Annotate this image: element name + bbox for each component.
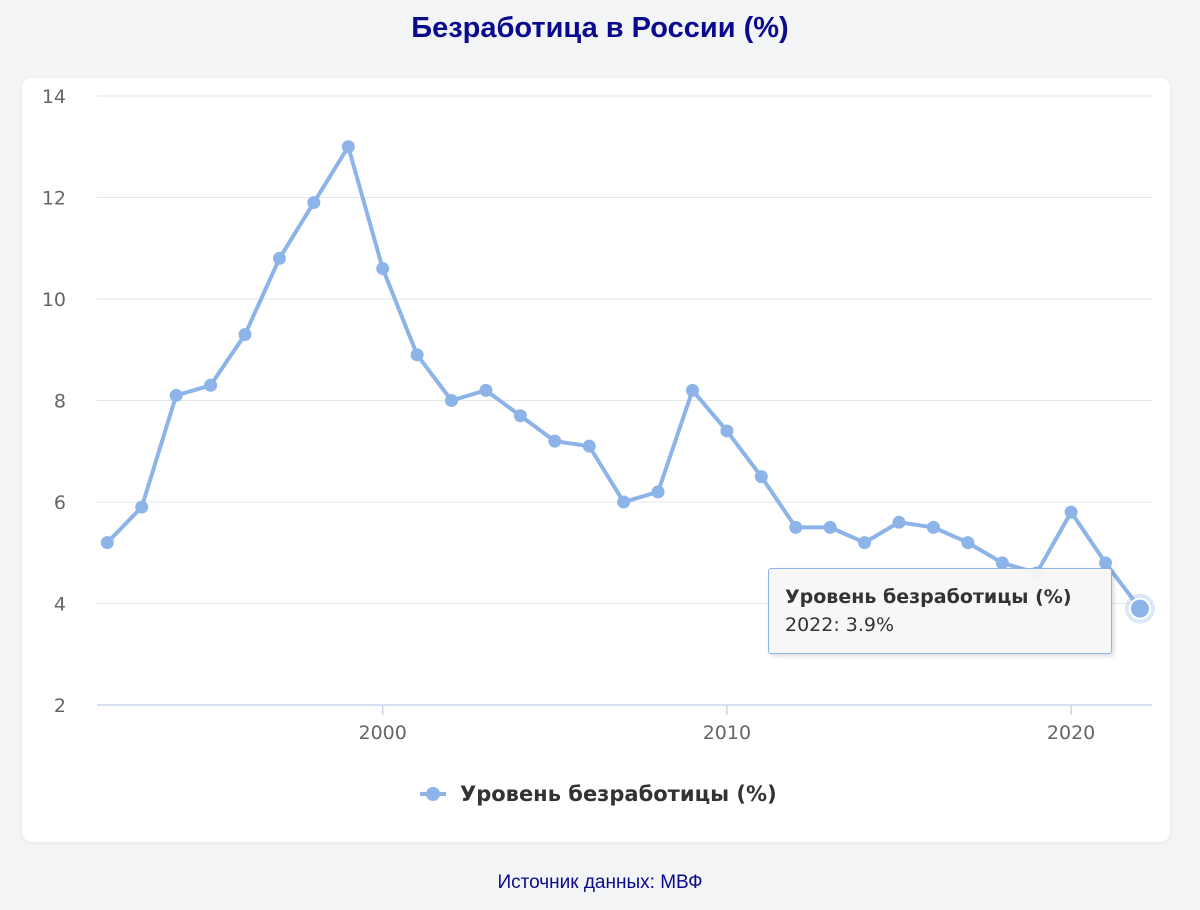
page-title: Безработица в России (%): [411, 12, 789, 44]
data-tooltip: Уровень безработицы (%) 2022: 3.9%: [768, 568, 1112, 654]
source-label: Источник данных:: [497, 872, 655, 893]
y-tick-label: 10: [42, 289, 66, 311]
x-tick-label: 2010: [703, 722, 751, 744]
data-point[interactable]: [513, 409, 527, 423]
y-tick-label: 12: [42, 188, 66, 210]
data-point[interactable]: [720, 424, 734, 438]
source-link[interactable]: МВФ: [660, 872, 703, 893]
data-point[interactable]: [376, 262, 390, 276]
grid-lines: [97, 95, 1152, 604]
data-point[interactable]: [892, 515, 906, 529]
source-line: Источник данных: МВФ: [0, 872, 1200, 894]
data-point[interactable]: [1099, 556, 1113, 570]
data-point[interactable]: [582, 439, 596, 453]
legend[interactable]: Уровень безработицы (%): [420, 782, 777, 806]
x-tick-label: 2020: [1047, 722, 1095, 744]
chart-card: 2 4 6 8 10 12 14 2000 2010 2020 Уровень безработ…: [22, 78, 1170, 842]
data-point[interactable]: [858, 536, 872, 550]
y-axis-labels: 2 4 6 8 10 12 14: [42, 86, 66, 717]
line-chart: 2 4 6 8 10 12 14 2000 2010 2020 Уровень безработ…: [42, 86, 1155, 806]
data-point[interactable]: [341, 140, 355, 154]
data-point[interactable]: [100, 536, 114, 550]
data-point[interactable]: [754, 470, 768, 484]
y-tick-label: 4: [54, 594, 66, 616]
data-point[interactable]: [445, 394, 459, 407]
data-point[interactable]: [823, 520, 837, 534]
data-point[interactable]: [272, 251, 286, 265]
data-point[interactable]: [204, 378, 218, 392]
data-point[interactable]: [479, 383, 493, 397]
legend-label[interactable]: Уровень безработицы (%): [460, 782, 777, 806]
data-point[interactable]: [685, 383, 699, 397]
data-point[interactable]: [410, 348, 424, 362]
data-point[interactable]: [789, 520, 803, 534]
data-point[interactable]: [135, 500, 149, 514]
y-tick-label: 14: [42, 86, 66, 108]
y-tick-label: 6: [54, 492, 66, 514]
data-point[interactable]: [617, 495, 631, 509]
data-point[interactable]: [548, 434, 562, 448]
data-point[interactable]: [651, 485, 665, 499]
x-axis-labels: 2000 2010 2020: [359, 705, 1095, 744]
y-tick-label: 2: [54, 695, 66, 717]
y-tick-label: 8: [54, 391, 66, 413]
data-point-highlighted[interactable]: [1128, 597, 1151, 620]
series-line: [105, 144, 1142, 611]
data-point[interactable]: [1064, 505, 1078, 519]
data-point[interactable]: [926, 520, 940, 534]
data-point[interactable]: [169, 388, 183, 402]
legend-marker: [426, 787, 440, 801]
data-point[interactable]: [238, 328, 252, 342]
series-layer: [100, 140, 1155, 624]
data-point[interactable]: [995, 556, 1009, 570]
tooltip-point-value: 2022: 3.9%: [785, 614, 895, 636]
data-point[interactable]: [307, 196, 321, 210]
x-tick-label: 2000: [359, 722, 407, 744]
tooltip-series-name: Уровень безработицы (%): [785, 586, 1072, 608]
data-point[interactable]: [961, 536, 975, 550]
